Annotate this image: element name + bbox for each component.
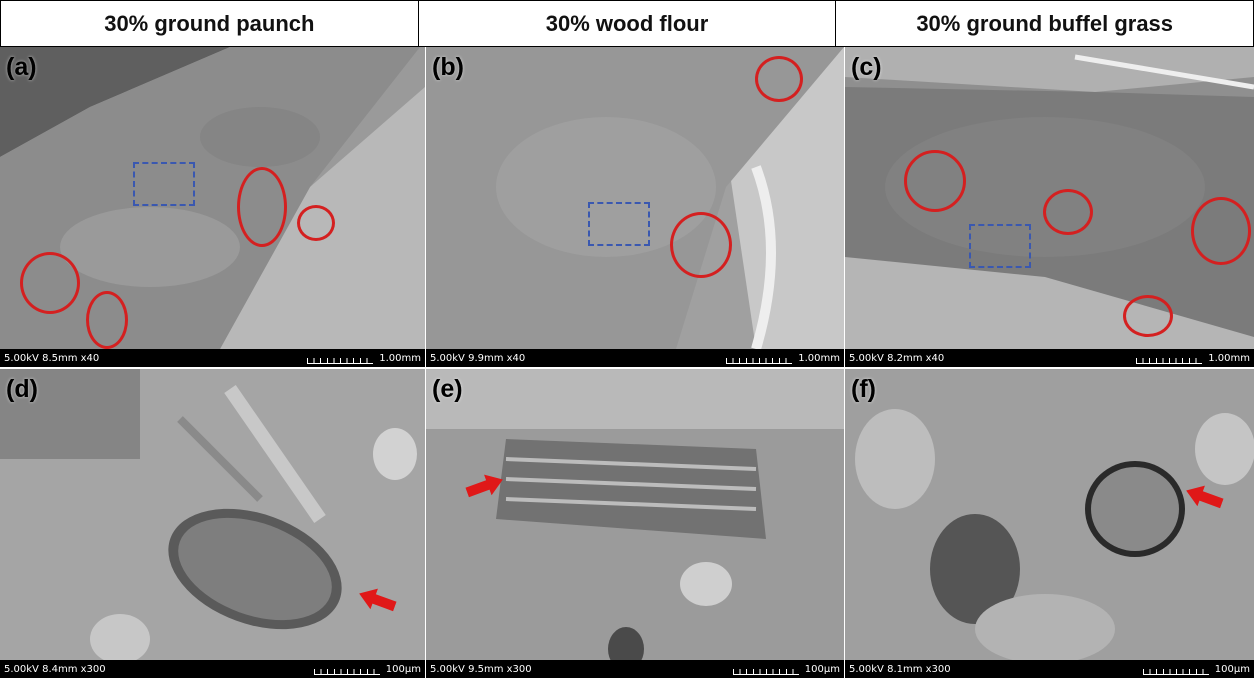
scale-ticks [732, 663, 799, 675]
header-ground-paunch: 30% ground paunch [1, 1, 419, 46]
sem-image-b [426, 47, 844, 367]
red-circle-marker [904, 150, 966, 212]
sem-info-text: 5.00kV 9.5mm x300 [430, 663, 532, 675]
panel-label: (a) [6, 53, 37, 81]
sem-panel-e: (e) 5.00kV 9.5mm x300 100µm [426, 369, 844, 678]
sem-panel-a: (a) 5.00kV 8.5mm x40 1.00mm [0, 47, 425, 367]
sem-info-bar: 5.00kV 8.1mm x300 100µm [845, 660, 1254, 678]
sem-info-text: 5.00kV 9.9mm x40 [430, 352, 526, 364]
red-arrow-icon [1186, 485, 1224, 509]
scale-bar: 100µm [732, 663, 840, 675]
sem-info-text: 5.00kV 8.1mm x300 [849, 663, 951, 675]
sem-info-bar: 5.00kV 8.5mm x40 1.00mm [0, 349, 425, 367]
panel-label: (b) [432, 53, 464, 81]
scale-label: 100µm [804, 663, 840, 675]
scale-bar: 1.00mm [307, 352, 421, 364]
header-buffel-grass: 30% ground buffel grass [916, 10, 1174, 36]
sem-image-f [845, 369, 1254, 678]
red-circle-marker [86, 291, 128, 349]
blue-dashed-box-marker [133, 162, 195, 206]
sem-info-text: 5.00kV 8.4mm x300 [4, 663, 106, 675]
scale-bar: 100µm [1142, 663, 1250, 675]
red-circle-marker [237, 167, 287, 247]
blue-dashed-box-marker [588, 202, 650, 246]
header-wood-flour: 30% wood flour [419, 1, 837, 46]
sem-panel-c: (c) 5.00kV 8.2mm x40 1.00mm [845, 47, 1254, 367]
sem-info-text: 5.00kV 8.5mm x40 [4, 352, 100, 364]
red-circle-marker [20, 252, 80, 314]
sem-image-e [426, 369, 844, 678]
red-arrow-icon [465, 474, 503, 498]
sem-panel-d: (d) 5.00kV 8.4mm x300 100µm [0, 369, 425, 678]
sem-info-text: 5.00kV 8.2mm x40 [849, 352, 945, 364]
column-headers: 30% ground paunch 30% wood flour 30% gro… [0, 0, 1254, 47]
red-circle-marker [297, 205, 335, 241]
sem-panel-f: (f) 5.00kV 8.1mm x300 100µm [845, 369, 1254, 678]
sem-info-bar: 5.00kV 8.4mm x300 100µm [0, 660, 425, 678]
sem-image-d [0, 369, 425, 678]
scale-ticks [1142, 663, 1209, 675]
scale-ticks [1136, 352, 1203, 364]
red-circle-marker [1043, 189, 1093, 235]
panel-label: (e) [432, 375, 463, 403]
panel-label: (c) [851, 53, 882, 81]
red-circle-marker [1191, 197, 1251, 265]
scale-label: 1.00mm [379, 352, 421, 364]
red-circle-marker [755, 56, 803, 102]
scale-bar: 1.00mm [1136, 352, 1250, 364]
red-circle-marker [670, 212, 732, 278]
scale-ticks [726, 352, 793, 364]
sem-info-bar: 5.00kV 9.5mm x300 100µm [426, 660, 844, 678]
panel-label: (f) [851, 375, 876, 403]
sem-info-bar: 5.00kV 9.9mm x40 1.00mm [426, 349, 844, 367]
panel-label: (d) [6, 375, 38, 403]
scale-label: 1.00mm [1208, 352, 1250, 364]
scale-label: 1.00mm [798, 352, 840, 364]
sem-info-bar: 5.00kV 8.2mm x40 1.00mm [845, 349, 1254, 367]
scale-label: 100µm [1214, 663, 1250, 675]
scale-ticks [307, 352, 374, 364]
scale-label: 100µm [385, 663, 421, 675]
scale-bar: 1.00mm [726, 352, 840, 364]
sem-image-a [0, 47, 425, 367]
scale-bar: 100µm [313, 663, 421, 675]
blue-dashed-box-marker [969, 224, 1031, 268]
scale-ticks [313, 663, 380, 675]
red-circle-marker [1123, 295, 1173, 337]
sem-panel-b: (b) 5.00kV 9.9mm x40 1.00mm [426, 47, 844, 367]
red-arrow-icon [359, 588, 397, 612]
